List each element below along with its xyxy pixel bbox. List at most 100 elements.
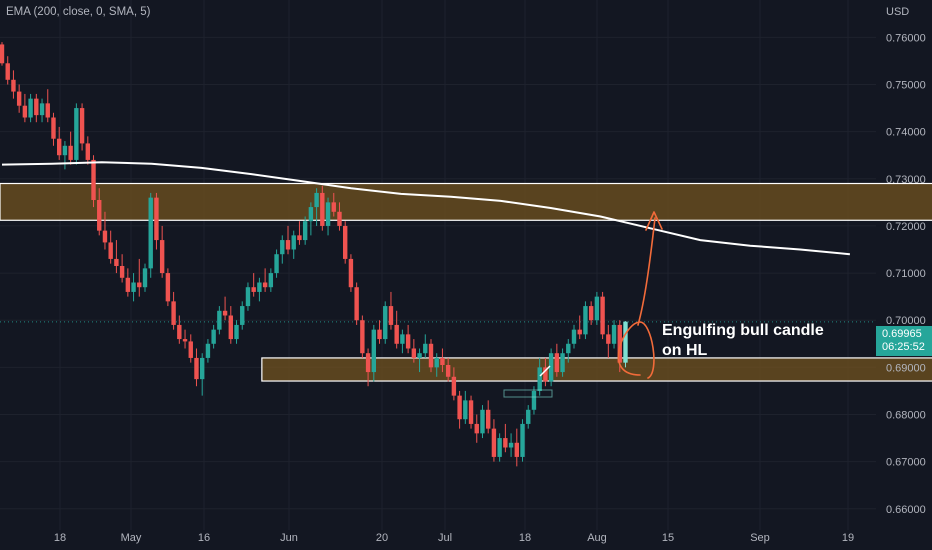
bear-candle xyxy=(85,143,90,160)
bear-candle xyxy=(331,202,336,212)
chart-annotation: Engulfing bull candle on HL xyxy=(662,321,824,361)
bear-candle xyxy=(577,329,582,335)
bear-candle xyxy=(543,367,548,382)
bull-candle xyxy=(217,310,222,330)
hand-drawn-arrow xyxy=(617,211,663,379)
price-zone xyxy=(261,357,932,382)
bull-candle xyxy=(508,442,514,448)
price-tick-label: 0.71000 xyxy=(886,268,926,280)
bear-candle xyxy=(514,442,519,457)
bear-candle xyxy=(491,428,497,457)
price-tick-label: 0.76000 xyxy=(886,32,926,44)
price-axis[interactable]: 0.76000 0.75000 0.74000 0.73000 0.72000 0.710… xyxy=(886,32,926,515)
bull-candle xyxy=(383,306,388,340)
bear-candle xyxy=(119,266,125,278)
bear-candle xyxy=(343,225,348,259)
bull-candle xyxy=(400,334,405,344)
price-tick-label: 0.73000 xyxy=(886,174,926,186)
bear-candle xyxy=(411,348,417,358)
bear-candle xyxy=(365,353,371,373)
bear-candle xyxy=(108,242,113,259)
bull-candle xyxy=(583,306,588,335)
bull-candle xyxy=(74,108,79,160)
bear-candle xyxy=(137,282,142,288)
price-tick-label: 0.74000 xyxy=(886,127,926,139)
bear-candle xyxy=(262,282,268,288)
bear-candle xyxy=(440,357,445,365)
projection-arrow xyxy=(503,211,663,398)
indicator-legend[interactable]: EMA (200, close, 0, SMA, 5) xyxy=(6,6,151,18)
time-tick-label: Sep xyxy=(750,532,770,544)
bear-candle xyxy=(45,103,50,118)
bull-candle xyxy=(325,202,331,226)
bear-candle xyxy=(182,339,188,342)
time-tick-label: 16 xyxy=(198,532,210,544)
bear-candle xyxy=(445,365,451,377)
bear-candle xyxy=(222,310,228,316)
bull-candle xyxy=(200,357,205,380)
currency-label: USD xyxy=(886,6,910,18)
bear-candle xyxy=(457,395,462,420)
bear-candle xyxy=(0,44,5,64)
bear-candle xyxy=(405,334,411,349)
bull-candle xyxy=(274,254,279,274)
bull-candle xyxy=(566,343,571,354)
bear-candle xyxy=(474,423,479,434)
bull-candle xyxy=(62,145,68,156)
bull-candle xyxy=(548,353,554,382)
bear-candle xyxy=(297,235,302,241)
bull-candle xyxy=(537,367,542,391)
bear-candle xyxy=(125,277,131,292)
bear-candle xyxy=(617,324,622,363)
bear-candle xyxy=(348,258,354,288)
bull-candle xyxy=(531,390,537,410)
bear-candle xyxy=(194,357,199,380)
bull-candle xyxy=(280,240,285,255)
bull-candle xyxy=(205,343,211,358)
bear-candle xyxy=(177,324,182,340)
time-tick-label: 19 xyxy=(842,532,854,544)
bull-candle xyxy=(148,197,153,269)
time-tick-label: May xyxy=(121,532,142,544)
bear-candle xyxy=(22,105,28,118)
bear-candle xyxy=(5,63,10,80)
bear-candle xyxy=(354,287,359,321)
bear-candle xyxy=(588,306,594,321)
ema-line xyxy=(1,161,850,256)
price-zone xyxy=(0,182,932,221)
bear-candle xyxy=(388,306,394,325)
time-tick-label: 18 xyxy=(54,532,66,544)
chart-grid xyxy=(0,0,876,530)
bear-candle xyxy=(377,329,382,340)
bull-candle xyxy=(434,357,439,368)
annotation-line-2: on HL xyxy=(662,342,708,359)
bull-candle xyxy=(571,329,577,344)
price-tick-label: 0.67000 xyxy=(886,457,926,469)
bear-candle xyxy=(57,138,62,156)
time-tick-label: Aug xyxy=(587,532,607,544)
bull-candle xyxy=(131,282,136,292)
bear-candle xyxy=(11,79,16,92)
bear-candle xyxy=(251,287,256,292)
price-tick-label: 0.68000 xyxy=(886,410,926,422)
bear-candle xyxy=(102,230,108,243)
bear-candle xyxy=(97,200,102,231)
bear-candle xyxy=(34,98,39,116)
bull-candle xyxy=(560,353,565,373)
bear-candle xyxy=(165,273,171,302)
bull-candle xyxy=(611,324,617,344)
price-tick-label: 0.66000 xyxy=(886,504,926,516)
time-tick-label: 20 xyxy=(376,532,388,544)
price-tick-label: 0.70000 xyxy=(886,315,926,327)
bear-candle xyxy=(114,258,119,266)
time-tick-label: Jun xyxy=(280,532,298,544)
bull-candle xyxy=(417,353,422,358)
bull-candle xyxy=(211,329,216,344)
bull-candle xyxy=(291,235,296,250)
bull-candle xyxy=(594,296,600,321)
time-tick-label: 15 xyxy=(662,532,674,544)
bear-candle xyxy=(486,409,491,429)
bear-candle xyxy=(360,320,365,354)
time-axis[interactable]: 18 May 16 Jun 20 Jul 18 Aug 15 Sep 19 xyxy=(54,532,854,544)
